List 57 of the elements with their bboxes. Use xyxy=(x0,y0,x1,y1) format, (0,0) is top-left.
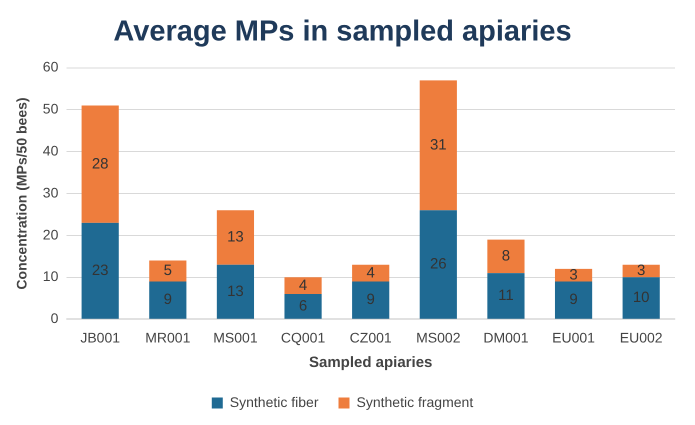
y-tick-label: 60 xyxy=(42,58,59,75)
data-label: 5 xyxy=(164,262,172,280)
bar xyxy=(420,80,457,210)
y-tick-label: 40 xyxy=(42,142,59,158)
data-label: 9 xyxy=(366,291,375,308)
data-label: 3 xyxy=(637,262,646,280)
bar xyxy=(554,281,592,319)
bar xyxy=(622,264,660,278)
bar xyxy=(284,277,322,294)
x-tick-label: MS001 xyxy=(213,329,258,346)
bar xyxy=(216,264,254,319)
bar xyxy=(554,268,592,282)
data-label: 9 xyxy=(569,291,578,308)
data-label: 13 xyxy=(227,282,244,300)
x-tick-label: CQ001 xyxy=(280,329,326,346)
data-label: 4 xyxy=(298,276,308,294)
y-tick-label: 10 xyxy=(42,268,59,284)
legend-label: Synthetic fiber xyxy=(230,394,319,410)
bar xyxy=(487,240,525,274)
y-axis-title: Concentration (MPs/50 bees) xyxy=(13,97,30,290)
data-label: 9 xyxy=(164,291,172,308)
data-label: 31 xyxy=(430,136,447,154)
data-label: 10 xyxy=(632,289,650,306)
bar xyxy=(352,281,390,319)
bar xyxy=(82,106,119,223)
x-tick-label: EU001 xyxy=(552,329,596,346)
x-axis-title: Sampled apiaries xyxy=(308,354,432,372)
y-tick-label: 30 xyxy=(42,184,59,200)
y-tick-label: 50 xyxy=(42,100,59,117)
bar xyxy=(216,210,254,265)
data-label: 3 xyxy=(569,266,578,284)
x-tick-label: MS002 xyxy=(416,329,461,346)
x-tick-label: DM001 xyxy=(483,329,529,346)
bar xyxy=(420,210,457,319)
bar xyxy=(149,281,186,319)
bar xyxy=(487,273,525,319)
bar xyxy=(622,277,660,319)
data-label: 23 xyxy=(92,262,109,279)
data-label: 6 xyxy=(298,298,308,315)
data-label: 13 xyxy=(227,228,244,246)
chart-title: Average MPs in sampled apiaries xyxy=(113,15,572,48)
bar xyxy=(284,294,322,319)
y-tick-label: 20 xyxy=(42,226,59,242)
data-label: 4 xyxy=(366,264,375,282)
bar xyxy=(149,260,186,282)
legend-label: Synthetic fragment xyxy=(356,394,474,410)
x-tick-label: EU002 xyxy=(620,329,663,346)
x-tick-label: CZ001 xyxy=(350,329,392,346)
x-tick-label: JB001 xyxy=(80,329,120,346)
data-label: 11 xyxy=(498,287,514,304)
bar xyxy=(352,264,390,282)
data-label: 28 xyxy=(92,155,109,172)
x-tick-label: MR001 xyxy=(145,329,191,346)
y-tick-label: 0 xyxy=(50,310,59,326)
data-label: 8 xyxy=(502,247,510,264)
bar xyxy=(82,222,119,319)
data-label: 26 xyxy=(430,256,447,273)
